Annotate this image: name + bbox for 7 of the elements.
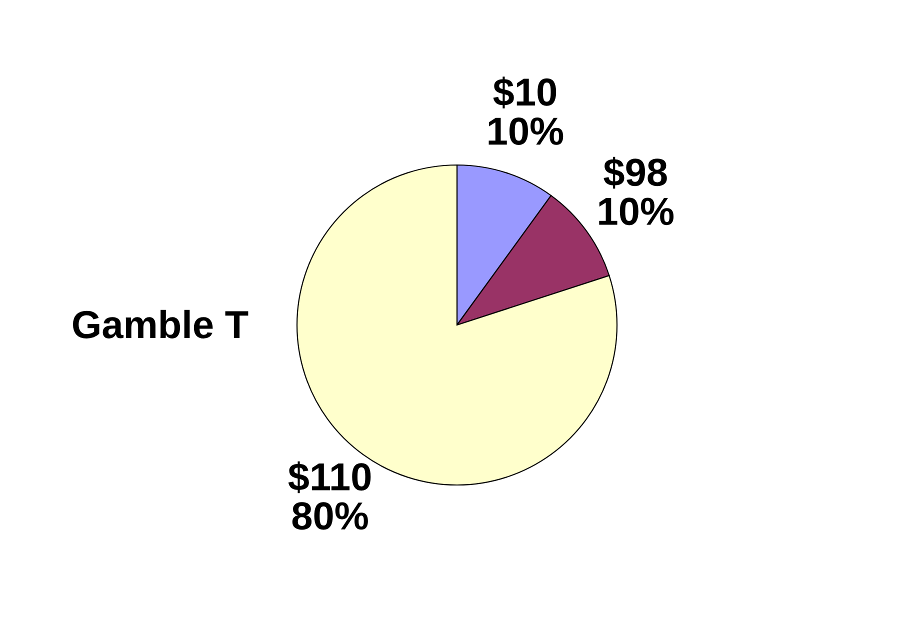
text: Gamble T xyxy=(73,310,248,338)
slice-label: $110 xyxy=(288,461,371,494)
slice-label: $10 xyxy=(493,76,556,108)
data-label: 80% xyxy=(292,502,368,530)
data-label: 10% xyxy=(488,117,564,145)
data-label: 10% xyxy=(599,198,674,226)
slice-label: $98 xyxy=(604,156,667,189)
